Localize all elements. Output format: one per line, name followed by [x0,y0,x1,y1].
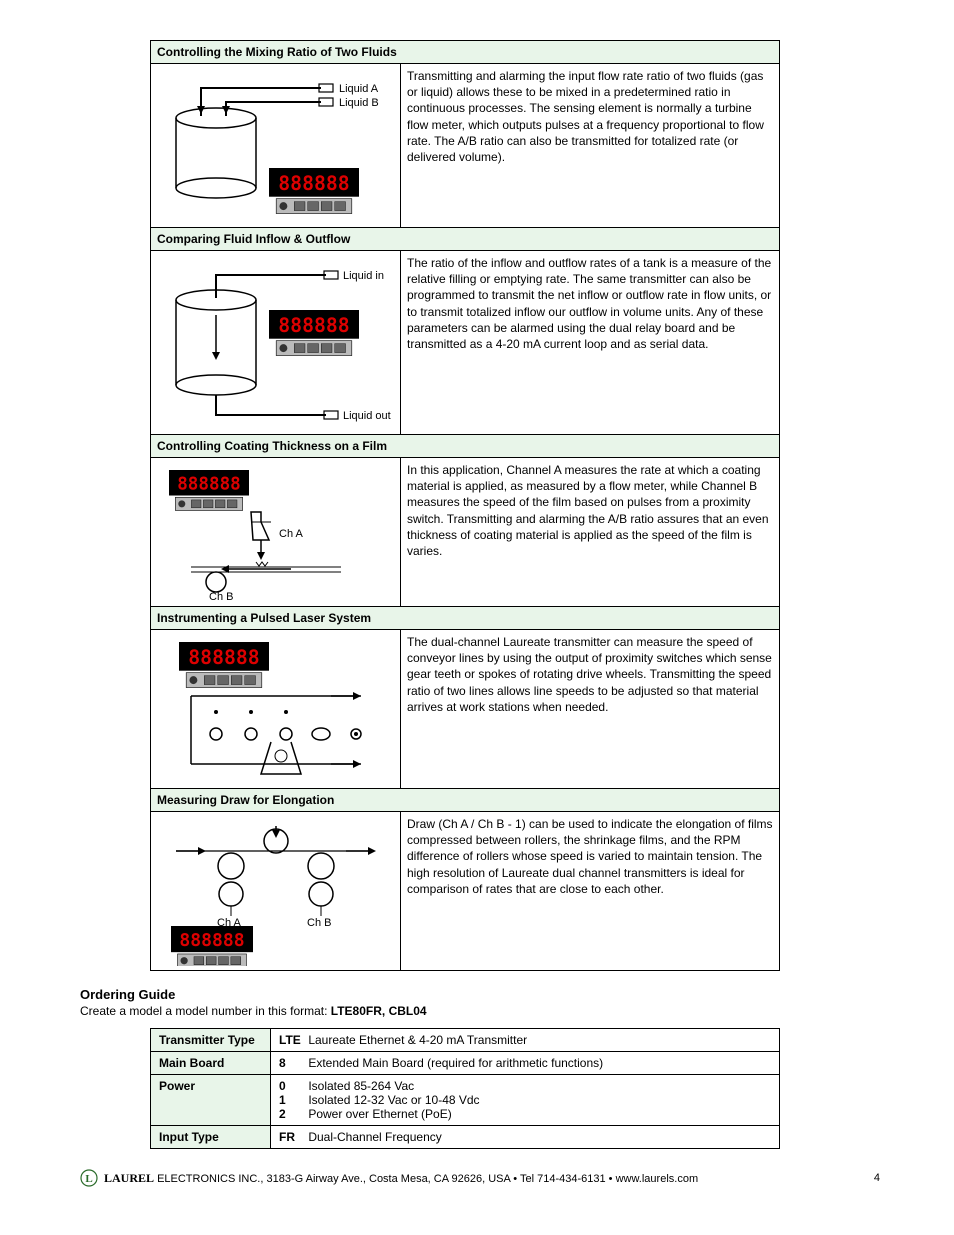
app-header: Comparing Fluid Inflow & Outflow [151,228,780,251]
ordering-option: LTE Laureate Ethernet & 4-20 mA Transmit… [279,1033,771,1047]
ordering-option: FR Dual-Channel Frequency [279,1130,771,1144]
laurel-logo-icon: L [80,1169,98,1187]
app-diagram: Liquid A Liquid B 888888 [151,64,401,228]
ordering-label: Main Board [151,1052,271,1075]
svg-text:888888: 888888 [179,930,244,951]
ordering-table: Transmitter Type LTE Laureate Ethernet &… [150,1028,780,1149]
app-header: Instrumenting a Pulsed Laser System [151,607,780,630]
applications-table: Controlling the Mixing Ratio of Two Flui… [150,40,780,971]
svg-text:Liquid in: Liquid in [343,270,384,282]
svg-text:Liquid A: Liquid A [339,83,379,95]
ordering-label: Power [151,1075,271,1126]
app-description: Draw (Ch A / Ch B - 1) can be used to in… [401,812,780,971]
page-number: 4 [874,1172,880,1184]
app-diagram: Liquid in Liquid out 888888 [151,251,401,435]
ordering-options: 8 Extended Main Board (required for arit… [271,1052,780,1075]
app-diagram: Ch A Ch B 888888 [151,812,401,971]
app-description: The dual-channel Laureate transmitter ca… [401,630,780,789]
svg-text:Ch A: Ch A [279,528,304,540]
app-diagram: 888888 [151,630,401,789]
app-header: Measuring Draw for Elongation [151,789,780,812]
ordering-label: Input Type [151,1126,271,1149]
app-description: The ratio of the inflow and outflow rate… [401,251,780,435]
ordering-option: 1 Isolated 12-32 Vac or 10-48 Vdc [279,1093,771,1107]
app-description: In this application, Channel A measures … [401,458,780,607]
svg-text:888888: 888888 [188,646,259,669]
ordering-guide-title: Ordering Guide [80,987,880,1002]
app-description: Transmitting and alarming the input flow… [401,64,780,228]
ordering-options: LTE Laureate Ethernet & 4-20 mA Transmit… [271,1029,780,1052]
svg-text:888888: 888888 [278,172,349,195]
app-header: Controlling the Mixing Ratio of Two Flui… [151,41,780,64]
ordering-option: 2 Power over Ethernet (PoE) [279,1107,771,1121]
ordering-option: 0 Isolated 85-264 Vac [279,1079,771,1093]
svg-text:Ch B: Ch B [307,917,331,929]
svg-text:888888: 888888 [177,474,241,494]
svg-text:Liquid B: Liquid B [339,97,379,109]
footer: L LAUREL ELECTRONICS INC., 3183-G Airway… [80,1169,880,1187]
app-diagram: 888888 Ch A Ch B [151,458,401,607]
ordering-label: Transmitter Type [151,1029,271,1052]
ordering-options: FR Dual-Channel Frequency [271,1126,780,1149]
svg-text:L: L [85,1173,92,1185]
ordering-subtitle: Create a model a model number in this fo… [80,1004,880,1018]
ordering-option: 8 Extended Main Board (required for arit… [279,1056,771,1070]
svg-text:Ch B: Ch B [209,591,233,602]
app-header: Controlling Coating Thickness on a Film [151,435,780,458]
svg-text:888888: 888888 [278,314,349,337]
ordering-options: 0 Isolated 85-264 Vac1 Isolated 12-32 Va… [271,1075,780,1126]
svg-text:Liquid out: Liquid out [343,410,391,422]
